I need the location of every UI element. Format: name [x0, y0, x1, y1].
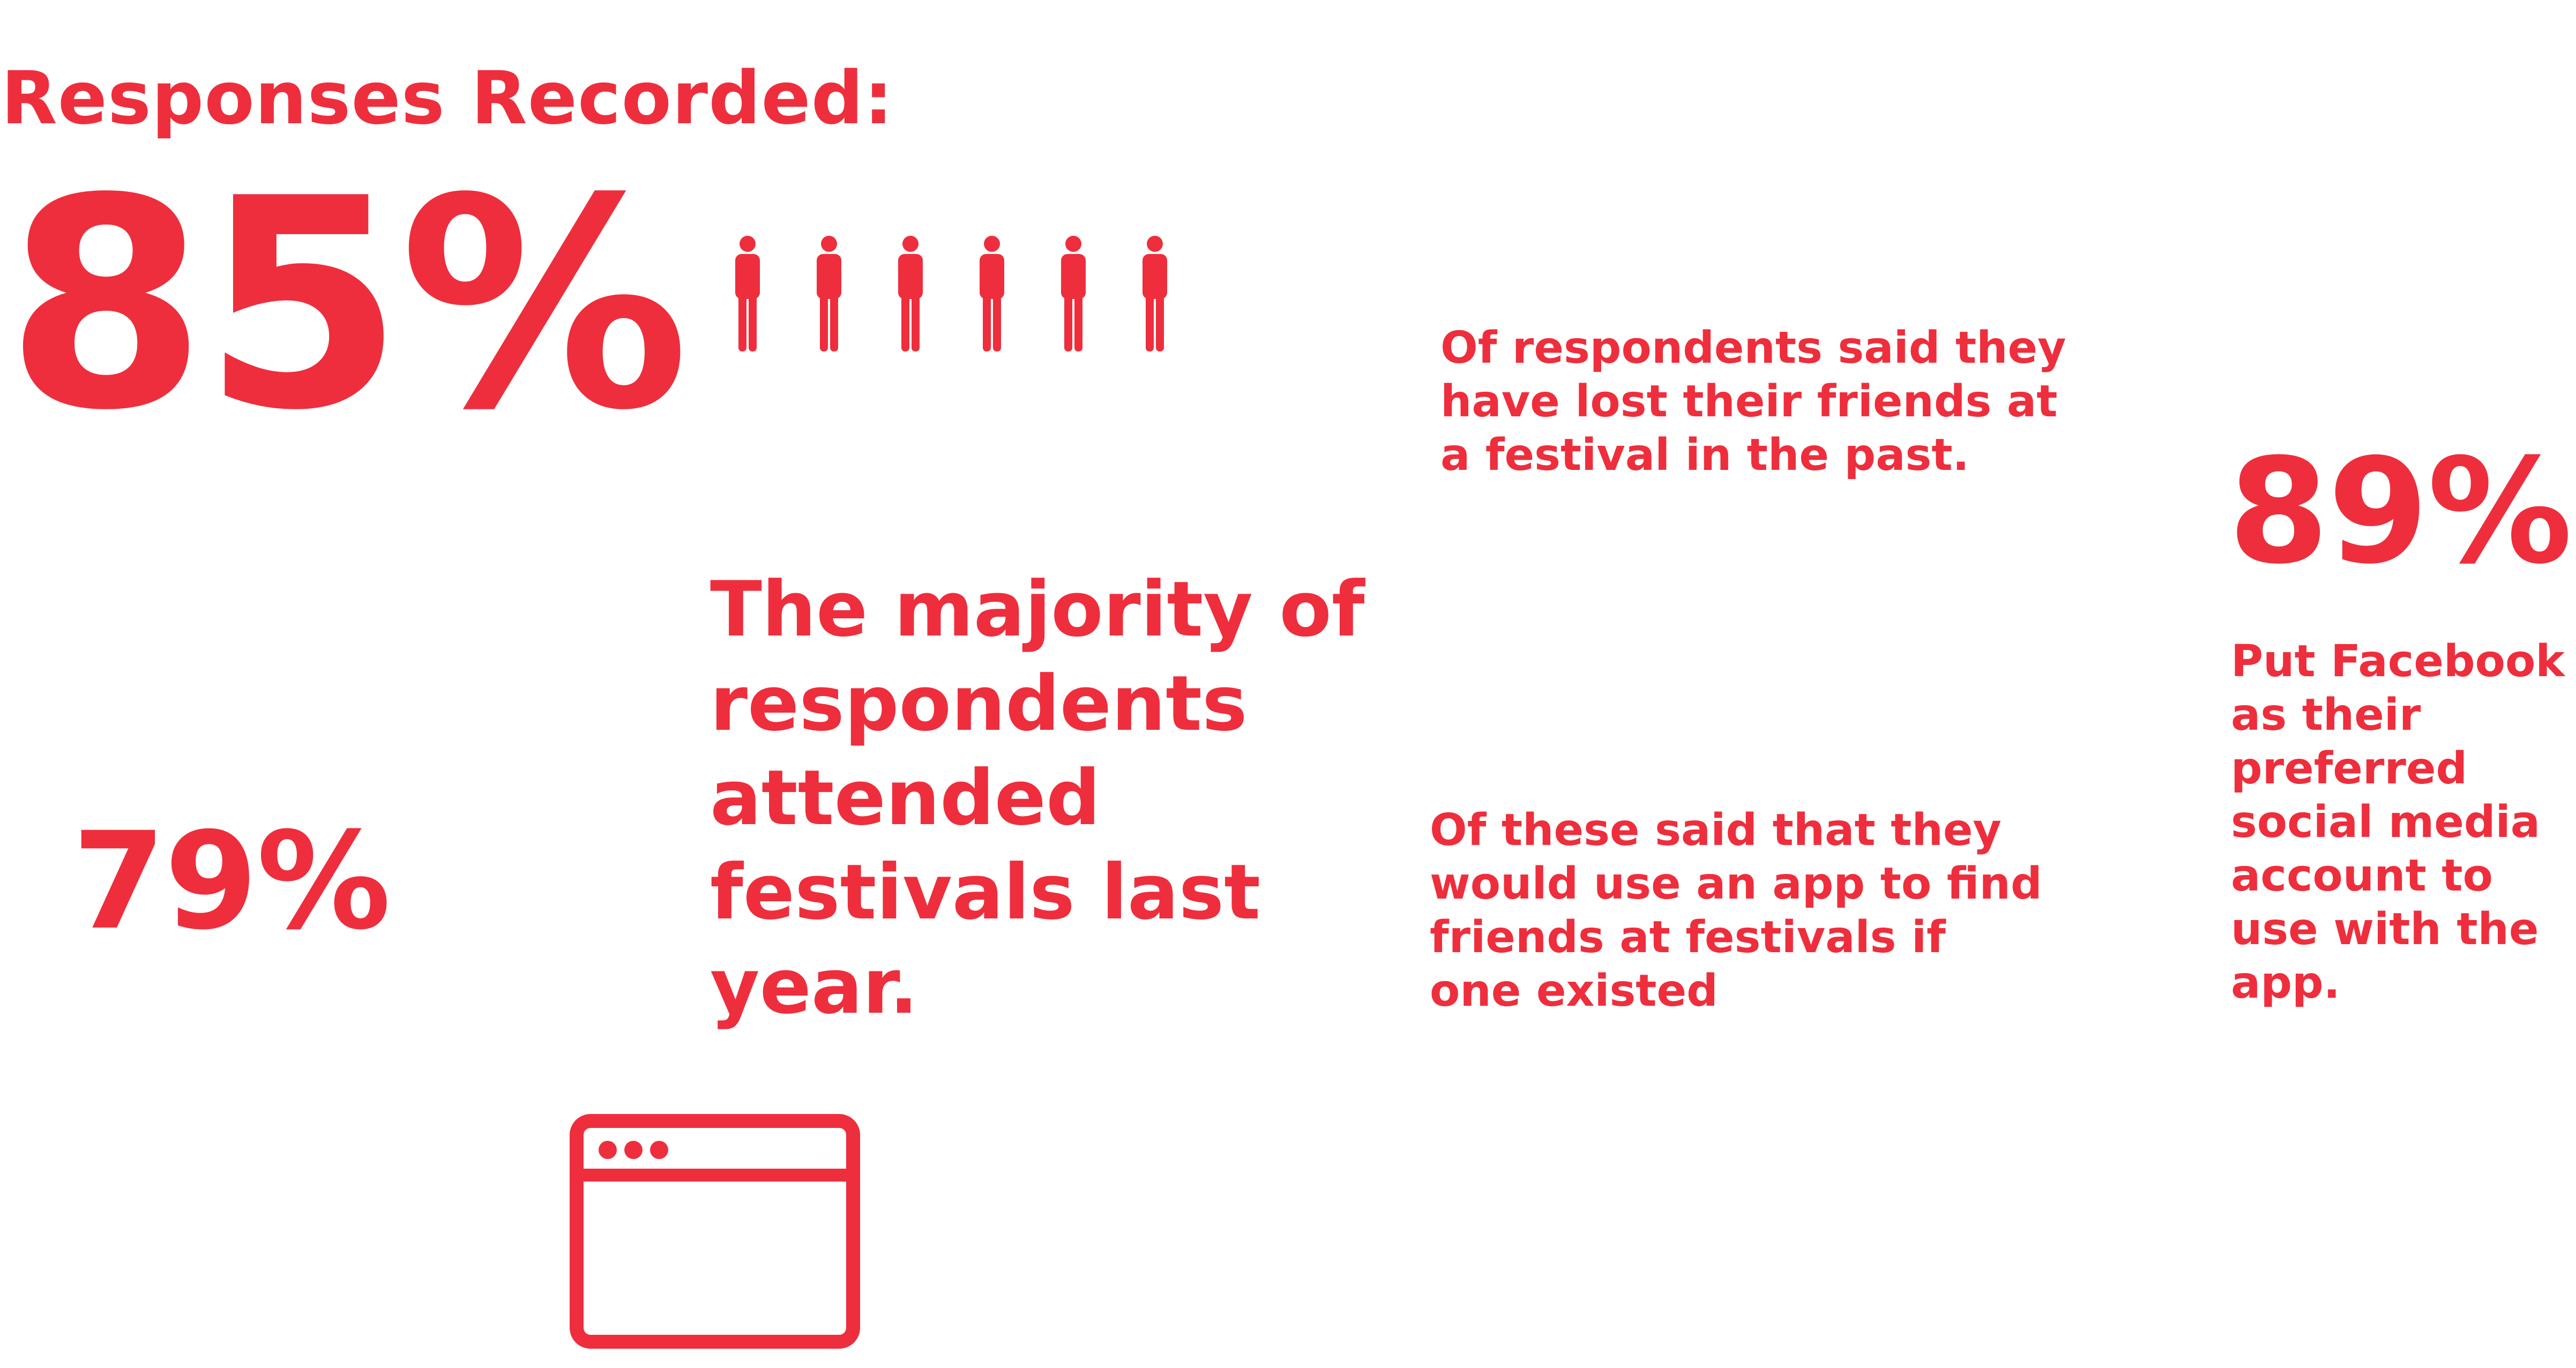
person-icon	[817, 236, 841, 352]
person-icon	[898, 236, 923, 352]
stat-85-value: 85%	[5, 137, 690, 474]
person-icon	[735, 236, 760, 352]
people-icon-group	[735, 236, 1167, 352]
person-icon	[1061, 236, 1086, 352]
stat-79-value: 79%	[72, 803, 391, 959]
majority-statement: The majority of respondents attended fes…	[710, 565, 1365, 1031]
page-title: Responses Recorded:	[1, 56, 894, 141]
person-icon	[1143, 236, 1167, 352]
stat-79-description: Of these said that they would use an app…	[1430, 805, 2042, 1016]
person-icon	[980, 236, 1004, 352]
browser-window-icon	[570, 1114, 860, 1349]
stat-89-value: 89%	[2228, 427, 2572, 596]
stat-85-description: Of respondents said they have lost their…	[1440, 323, 2066, 481]
stat-89-description: Put Facebook as their preferred social m…	[2231, 636, 2565, 1008]
